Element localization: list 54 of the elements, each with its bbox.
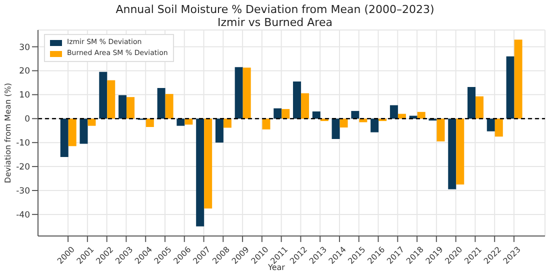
y-tick-label: 10 <box>19 90 30 101</box>
bar <box>390 105 398 119</box>
bar <box>146 118 154 128</box>
bar <box>215 118 224 143</box>
bar <box>234 67 243 119</box>
y-tick-label: -30 <box>16 186 30 197</box>
bar <box>506 56 514 119</box>
bar <box>340 118 348 128</box>
bar <box>176 118 185 126</box>
bar <box>301 93 310 119</box>
bar <box>184 118 193 125</box>
bar <box>312 111 320 119</box>
bar <box>468 87 476 119</box>
bar <box>196 118 204 226</box>
y-tick-label: 20 <box>19 66 30 77</box>
bar <box>436 118 445 142</box>
bar <box>514 40 522 119</box>
y-tick-label: -20 <box>16 162 30 173</box>
bar <box>80 118 88 144</box>
bar <box>351 110 360 119</box>
y-tick-label: -10 <box>16 138 30 149</box>
chart-subtitle: Izmir vs Burned Area <box>216 16 334 29</box>
bar <box>359 118 368 122</box>
y-axis-title: Deviation from Mean (%) <box>4 82 12 184</box>
bar <box>476 96 484 119</box>
bar <box>68 118 76 146</box>
bar <box>60 118 68 157</box>
chart-title: Annual Soil Moisture % Deviation from Mean (2000–2023) <box>114 3 436 16</box>
bar <box>157 88 166 119</box>
bar <box>126 97 135 119</box>
bar <box>274 108 282 119</box>
bar <box>99 72 108 119</box>
bar <box>165 94 174 119</box>
bar <box>370 118 379 132</box>
bar <box>107 80 116 119</box>
y-tick-label: -40 <box>16 210 30 220</box>
x-axis-title: Year <box>268 263 285 273</box>
bar <box>448 118 456 190</box>
bar <box>417 112 426 119</box>
bar <box>494 118 503 137</box>
bar <box>332 118 340 139</box>
bar <box>282 109 290 119</box>
y-tick-label: 0 <box>24 114 30 125</box>
bar <box>223 118 232 128</box>
bar <box>378 118 387 122</box>
bar <box>118 95 127 119</box>
bar <box>456 118 464 184</box>
bar <box>486 118 495 132</box>
bar <box>204 118 212 208</box>
y-tick-label: 30 <box>19 42 30 53</box>
bar <box>262 118 270 130</box>
bar <box>293 82 302 119</box>
bar <box>242 68 251 119</box>
bar <box>88 118 96 126</box>
